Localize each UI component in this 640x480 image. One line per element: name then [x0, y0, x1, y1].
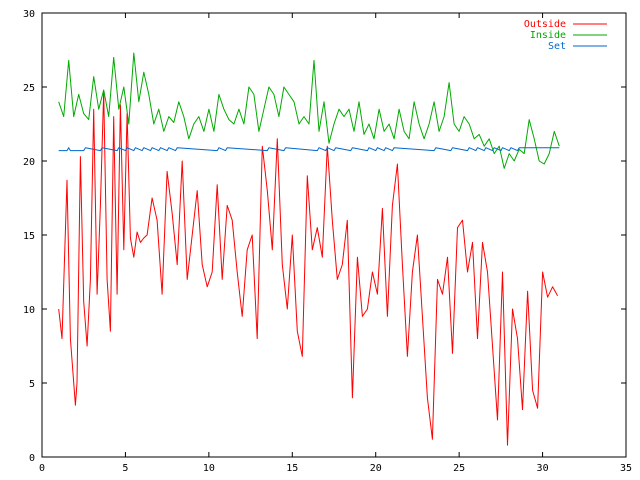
x-tick-label: 10 [203, 463, 215, 474]
x-tick-label: 0 [39, 463, 45, 474]
y-tick-label: 15 [23, 231, 35, 242]
x-tick-label: 15 [286, 463, 298, 474]
y-tick-label: 20 [23, 157, 35, 168]
y-tick-label: 30 [23, 9, 35, 20]
legend-label-set: Set [548, 41, 566, 52]
x-tick-label: 20 [370, 463, 382, 474]
y-tick-label: 0 [29, 453, 35, 464]
series-line-inside [58, 52, 560, 169]
y-tick-label: 25 [23, 83, 35, 94]
x-tick-label: 5 [122, 463, 128, 474]
legend-label-outside: Outside [524, 19, 566, 30]
x-tick-label: 35 [620, 463, 632, 474]
x-tick-label: 30 [537, 463, 549, 474]
series-line-outside [58, 90, 559, 446]
axis-ticks: 0 5 10 15 20 25 30 35 0 5 10 15 20 25 30 [23, 9, 632, 474]
series-line-set [58, 147, 560, 152]
y-tick-label: 10 [23, 305, 35, 316]
legend-label-inside: Inside [530, 30, 566, 41]
y-tick-label: 5 [29, 379, 35, 390]
x-tick-label: 25 [453, 463, 465, 474]
series-lines [58, 52, 560, 446]
